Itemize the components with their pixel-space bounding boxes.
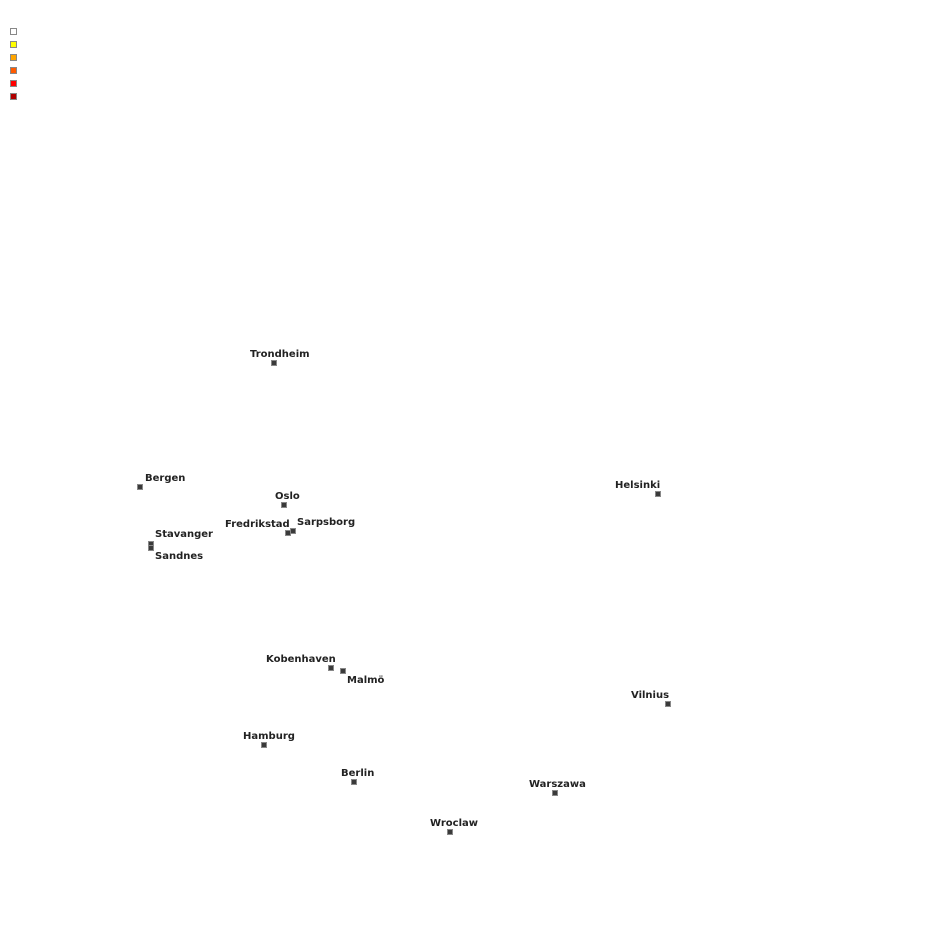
legend-swatch: [10, 28, 17, 35]
city-marker[interactable]: [351, 779, 357, 785]
city-marker[interactable]: [340, 668, 346, 674]
city-label: Bergen: [145, 473, 186, 484]
legend-swatch: [10, 80, 17, 87]
city-label: Fredrikstad: [225, 519, 290, 530]
city-marker[interactable]: [261, 742, 267, 748]
city-label: Berlin: [341, 768, 375, 779]
city-label: Stavanger: [155, 529, 213, 540]
city-marker[interactable]: [552, 790, 558, 796]
city-label: Sarpsborg: [297, 517, 356, 528]
legend-swatch: [10, 41, 17, 48]
city-label: Trondheim: [250, 349, 310, 360]
city-label: Sandnes: [155, 551, 204, 562]
city-label: Oslo: [275, 491, 300, 502]
city-marker[interactable]: [137, 484, 143, 490]
city-marker[interactable]: [447, 829, 453, 835]
legend-swatch: [10, 67, 17, 74]
city-marker[interactable]: [148, 545, 154, 551]
city-label: Helsinki: [615, 480, 661, 491]
city-label: Malmö: [347, 675, 385, 686]
legend-swatch: [10, 93, 17, 100]
legend-swatch: [10, 54, 17, 61]
city-label: Vilnius: [631, 690, 670, 701]
city-marker[interactable]: [665, 701, 671, 707]
city-marker[interactable]: [271, 360, 277, 366]
city-label: Kobenhaven: [266, 654, 336, 665]
city-label: Wroclaw: [430, 818, 478, 829]
city-marker[interactable]: [290, 528, 296, 534]
city-label: Hamburg: [243, 731, 295, 742]
city-marker[interactable]: [281, 502, 287, 508]
city-marker[interactable]: [655, 491, 661, 497]
city-label: Warszawa: [529, 779, 586, 790]
city-marker[interactable]: [328, 665, 334, 671]
